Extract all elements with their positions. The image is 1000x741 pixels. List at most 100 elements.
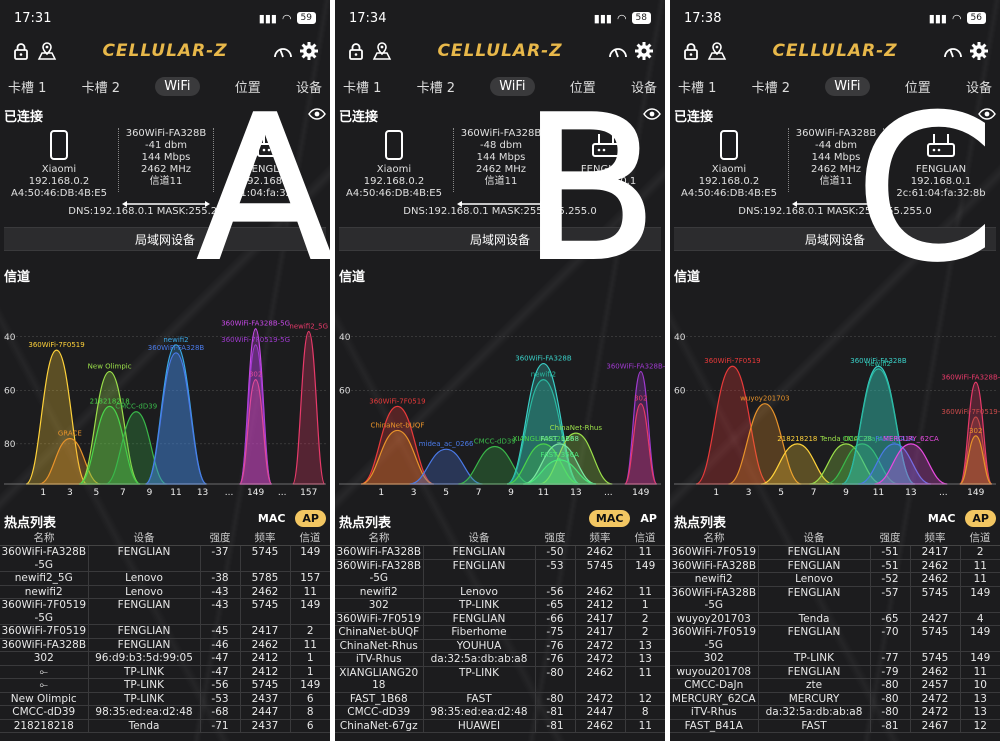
mac-toggle-button[interactable]: MAC [257,512,286,525]
ap-toggle-button[interactable]: AP [295,510,326,527]
ap-toggle-button[interactable]: AP [640,512,657,525]
column-header[interactable]: 频率 [575,530,625,546]
table-row[interactable]: iTV-Rhus da:32:5a:db:ab:a8 -80 2472 13 [670,705,1000,720]
column-header[interactable]: 名称 [335,530,423,546]
table-row[interactable]: New Olimpic TP-LINK -53 2437 6 [0,692,330,706]
map-pin-icon[interactable] [34,38,60,64]
table-row[interactable]: 360WiFi-FA328B-5G FENGLIAN -37 5745 149 [0,545,330,572]
table-row[interactable]: ChinaNet-67gz HUAWEI -81 2462 11 [335,719,665,733]
table-row[interactable]: 360WiFi-7F0519 FENGLIAN -51 2417 2 [670,545,1000,560]
table-row[interactable]: CMCC-dD39 98:35:ed:ea:d2:48 -81 2447 8 [335,705,665,720]
column-header[interactable]: 设备 [88,530,200,546]
tab-1[interactable]: 卡槽 2 [81,80,121,96]
router-mac: 61:04:fa:32:8b [233,188,308,199]
eye-icon[interactable] [978,105,996,124]
speedometer-icon[interactable] [270,38,296,64]
gear-icon[interactable] [631,38,657,64]
lock-icon[interactable] [8,38,34,64]
map-pin-icon[interactable] [369,38,395,64]
tab-4[interactable]: 设备 [630,80,657,96]
table-row[interactable]: CMCC-dD39 98:35:ed:ea:d2:48 -68 2447 8 [0,705,330,720]
column-header[interactable]: 名称 [670,530,758,546]
table-row[interactable]: wuyoy201703 Tenda -65 2427 4 [670,612,1000,626]
table-row[interactable]: 302 TP-LINK -77 5745 149 [670,651,1000,666]
table-row[interactable]: wuyou201708 FENGLIAN -79 2462 11 [670,665,1000,679]
eye-icon[interactable] [643,105,661,124]
column-header[interactable]: 设备 [758,530,870,546]
column-header[interactable]: 频率 [910,530,960,546]
table-row[interactable]: 218218218 Tenda -71 2437 6 [0,719,330,733]
column-header[interactable]: 强度 [200,530,240,546]
table-cell: 2462 [240,638,291,652]
table-row[interactable]: 360WiFi-FA328B FENGLIAN -46 2462 11 [0,638,330,652]
mac-ap-toggle[interactable]: MAC AP [924,510,996,527]
lan-devices-button[interactable]: 局域网设备 [339,227,661,251]
tab-0[interactable]: 卡槽 1 [678,80,717,96]
lock-icon[interactable] [343,38,369,64]
table-row[interactable]: 360WiFi-FA328B FENGLIAN -51 2462 11 [670,559,1000,573]
column-header[interactable]: 信道 [290,530,330,546]
eye-icon[interactable] [308,105,326,124]
table-row[interactable]: newifi2_5G Lenovo -38 5785 157 [0,571,330,586]
speedometer-icon[interactable] [605,38,631,64]
table-row[interactable]: ChinaNet-bUQF Fiberhome -75 2417 2 [335,625,665,640]
table-row[interactable]: 360WiFi-7F0519 FENGLIAN -66 2417 2 [335,612,665,626]
table-row[interactable]: 360WiFi-FA328B FENGLIAN -50 2462 11 [335,545,665,560]
connected-title: 已连接 [339,110,379,125]
tab-4[interactable]: 设备 [965,80,992,96]
table-row[interactable]: 302 96:d9:b3:5d:99:05 -47 2412 1 [0,651,330,666]
column-header[interactable]: 强度 [870,530,910,546]
x-tick-label: 11 [170,488,181,498]
column-header[interactable]: 信道 [960,530,1000,546]
table-row[interactable]: 302 TP-LINK -65 2412 1 [335,598,665,613]
mac-ap-toggle[interactable]: MAC AP [588,510,661,527]
speedometer-icon[interactable] [940,38,966,64]
ap-toggle-button[interactable]: AP [965,510,996,527]
table-row[interactable]: ChinaNet-Rhus YOUHUA -76 2472 13 [335,639,665,653]
column-header[interactable]: 设备 [423,530,535,546]
table-row[interactable]: newifi2 Lenovo -56 2462 11 [335,585,665,599]
mac-toggle-button[interactable]: MAC [927,512,956,525]
connection-info: Xiaomi 192.168.0.2 A4:50:46:DB:4B:E5 360WiF… [339,124,661,224]
tab-2[interactable]: WiFi [490,76,535,96]
table-row[interactable]: 360WiFi-7F0519 FENGLIAN -45 2417 2 [0,624,330,639]
map-pin-icon[interactable] [704,38,730,64]
table-row[interactable]: FAST_B41A FAST -81 2467 12 [670,719,1000,733]
tab-3[interactable]: 位置 [234,80,261,96]
table-row[interactable]: CMCC-DaJn zte -80 2457 10 [670,678,1000,693]
mac-ap-toggle[interactable]: MAC AP [254,510,326,527]
lan-devices-button[interactable]: 局域网设备 [674,227,996,251]
table-row[interactable]: ⟜ TP-LINK -56 5745 149 [0,678,330,693]
gear-icon[interactable] [966,38,992,64]
tab-2[interactable]: WiFi [155,76,200,96]
table-row[interactable]: MERCURY_62CA MERCURY -80 2472 13 [670,692,1000,706]
table-row[interactable]: ⟜ TP-LINK -47 2412 1 [0,665,330,679]
table-cell: 11 [625,666,665,693]
table-row[interactable]: iTV-Rhus da:32:5a:db:ab:a8 -76 2472 13 [335,652,665,667]
mac-toggle-button[interactable]: MAC [588,510,631,527]
column-header[interactable]: 频率 [240,530,290,546]
tab-2[interactable]: WiFi [825,76,870,96]
table-row[interactable]: newifi2 Lenovo -52 2462 11 [670,572,1000,587]
dns-mask-info: DNS:192.168.0.1 MASK:255.255.255.0 [738,206,932,217]
table-row[interactable]: 360WiFi-FA328B-5G FENGLIAN -53 5745 149 [335,559,665,586]
column-header[interactable]: 信道 [625,530,665,546]
gear-icon[interactable] [296,38,322,64]
table-row[interactable]: 360WiFi-FA328B-5G FENGLIAN -57 5745 149 [670,586,1000,613]
lock-icon[interactable] [678,38,704,64]
column-header[interactable]: 名称 [0,530,88,546]
table-row[interactable]: 360WiFi-7F0519-5G FENGLIAN -43 5745 149 [0,598,330,625]
tab-0[interactable]: 卡槽 1 [8,80,47,96]
table-row[interactable]: XIANGLIANG2018 TP-LINK -80 2462 11 [335,666,665,693]
tab-0[interactable]: 卡槽 1 [343,80,382,96]
column-header[interactable]: 强度 [535,530,575,546]
table-row[interactable]: FAST_1B68 FAST -80 2472 12 [335,692,665,706]
tab-3[interactable]: 位置 [904,80,931,96]
table-row[interactable]: 360WiFi-7F0519-5G FENGLIAN -70 5745 149 [670,625,1000,652]
tab-3[interactable]: 位置 [569,80,596,96]
table-row[interactable]: newifi2 Lenovo -43 2462 11 [0,585,330,599]
lan-devices-button[interactable]: 局域网设备 [4,227,326,251]
tab-4[interactable]: 设备 [295,80,322,96]
tab-1[interactable]: 卡槽 2 [751,80,791,96]
tab-1[interactable]: 卡槽 2 [416,80,456,96]
